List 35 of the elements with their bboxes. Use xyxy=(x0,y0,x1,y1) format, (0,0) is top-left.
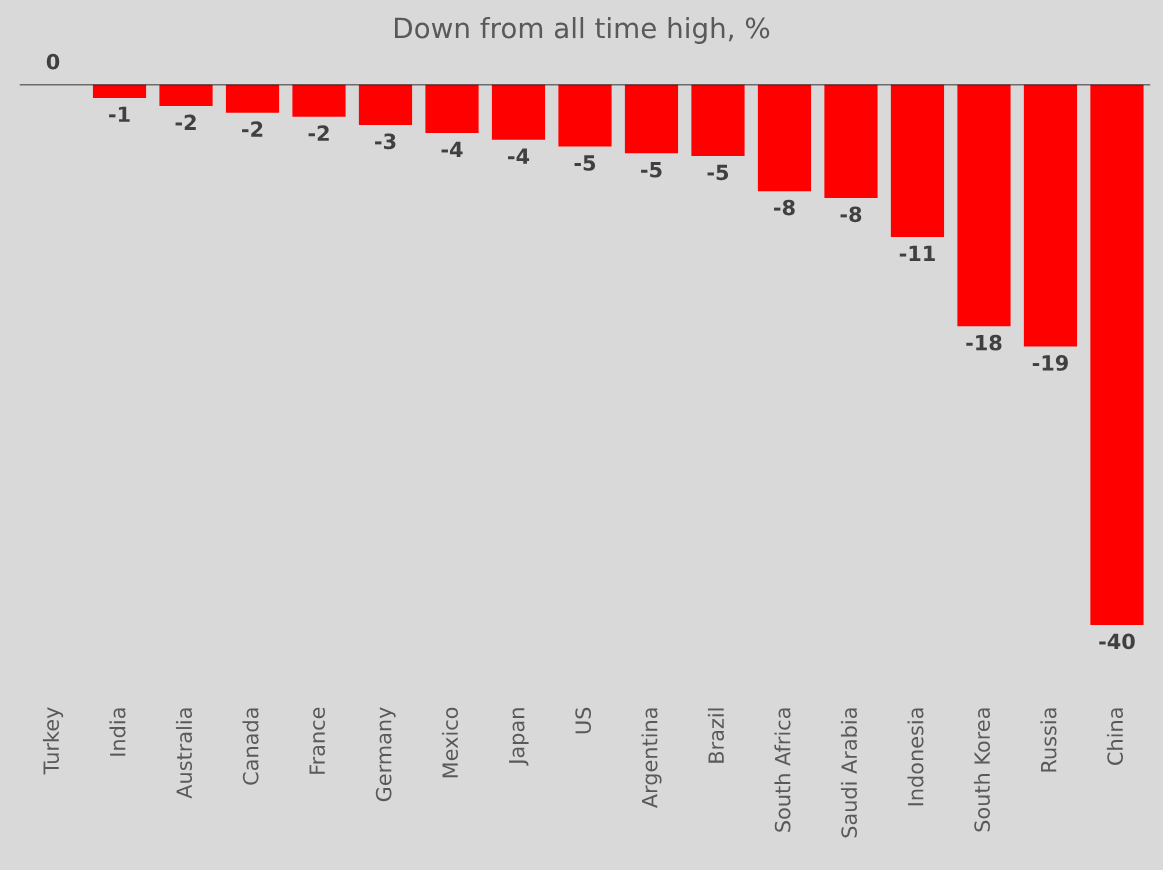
data-label: -2 xyxy=(175,114,196,130)
data-label: -4 xyxy=(441,141,463,157)
x-tick-label: Turkey xyxy=(42,707,64,775)
x-tick-label: China xyxy=(1106,708,1123,765)
data-label: -5 xyxy=(707,164,729,181)
x-tick-label: France xyxy=(309,707,326,774)
x-tick-label: US xyxy=(575,707,592,734)
data-label: -1 xyxy=(109,106,130,122)
x-tick-label: Brazil xyxy=(707,708,725,763)
x-tick-label: Saudi Arabia xyxy=(840,708,858,838)
data-label: -5 xyxy=(574,155,596,171)
x-tick-label: Australia xyxy=(175,708,193,799)
data-label: -4 xyxy=(508,148,530,164)
x-tick-label: Mexico xyxy=(441,707,459,778)
data-label: -40 xyxy=(1099,633,1135,650)
data-label: -18 xyxy=(966,334,1002,351)
data-label: -11 xyxy=(899,245,935,262)
data-label: -2 xyxy=(308,125,329,141)
x-tick-label: South Africa xyxy=(774,708,791,832)
data-label: -8 xyxy=(840,206,862,223)
x-tick-label: Canada xyxy=(242,708,259,785)
x-tick-label: Germany xyxy=(375,707,396,802)
x-tick-label: Russia xyxy=(1040,708,1057,772)
data-label: -19 xyxy=(1032,355,1068,371)
x-tick-label: Japan xyxy=(509,708,529,766)
data-label: -5 xyxy=(641,162,662,178)
chart-title: Down from all time high, % xyxy=(394,17,770,44)
data-label: 0 xyxy=(46,53,60,70)
x-tick-label: South Korea xyxy=(973,708,991,832)
data-label: -8 xyxy=(774,199,795,216)
data-label: -3 xyxy=(375,133,396,150)
x-tick-label: India xyxy=(109,708,126,756)
data-label: -2 xyxy=(242,121,263,137)
x-tick-label: Argentina xyxy=(641,708,662,809)
x-tick-label: Indonesia xyxy=(907,708,924,806)
